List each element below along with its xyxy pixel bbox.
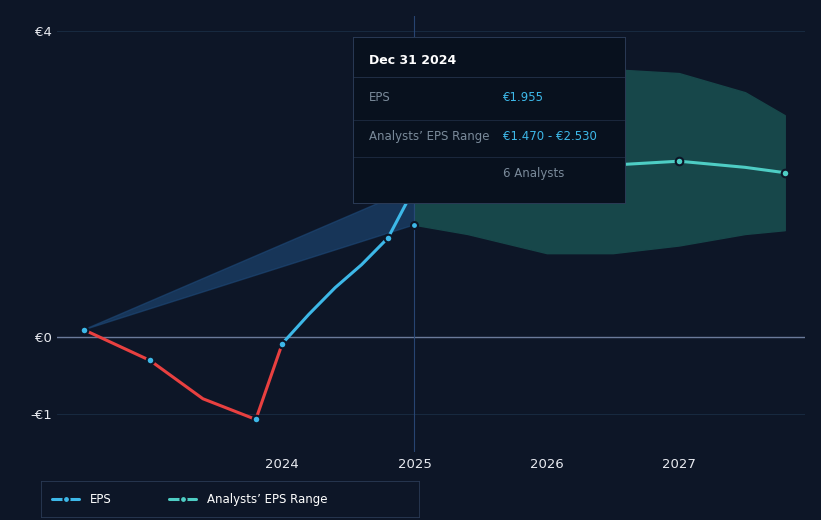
Text: Dec 31 2024: Dec 31 2024 bbox=[369, 54, 456, 67]
Point bbox=[59, 495, 72, 503]
Point bbox=[408, 184, 421, 192]
Text: Analysts’ EPS Range: Analysts’ EPS Range bbox=[369, 131, 489, 144]
Point bbox=[408, 220, 421, 229]
Point bbox=[408, 184, 421, 192]
Text: Analysts’ EPS Range: Analysts’ EPS Range bbox=[207, 493, 328, 505]
Text: €1.470 - €2.530: €1.470 - €2.530 bbox=[502, 131, 596, 144]
Point bbox=[540, 172, 553, 180]
Polygon shape bbox=[84, 188, 415, 330]
Text: EPS: EPS bbox=[369, 90, 391, 103]
Point bbox=[250, 415, 263, 424]
Text: €1.955: €1.955 bbox=[502, 90, 544, 103]
Point bbox=[672, 157, 686, 165]
Point bbox=[276, 340, 289, 348]
Text: Actual: Actual bbox=[367, 37, 409, 50]
Point bbox=[382, 233, 395, 242]
Text: Analysts Forecasts: Analysts Forecasts bbox=[420, 37, 530, 50]
Point bbox=[77, 326, 90, 334]
Point bbox=[144, 356, 157, 365]
Text: 6 Analysts: 6 Analysts bbox=[502, 167, 564, 180]
Point bbox=[177, 495, 190, 503]
Point bbox=[778, 168, 791, 177]
Text: EPS: EPS bbox=[90, 493, 112, 505]
